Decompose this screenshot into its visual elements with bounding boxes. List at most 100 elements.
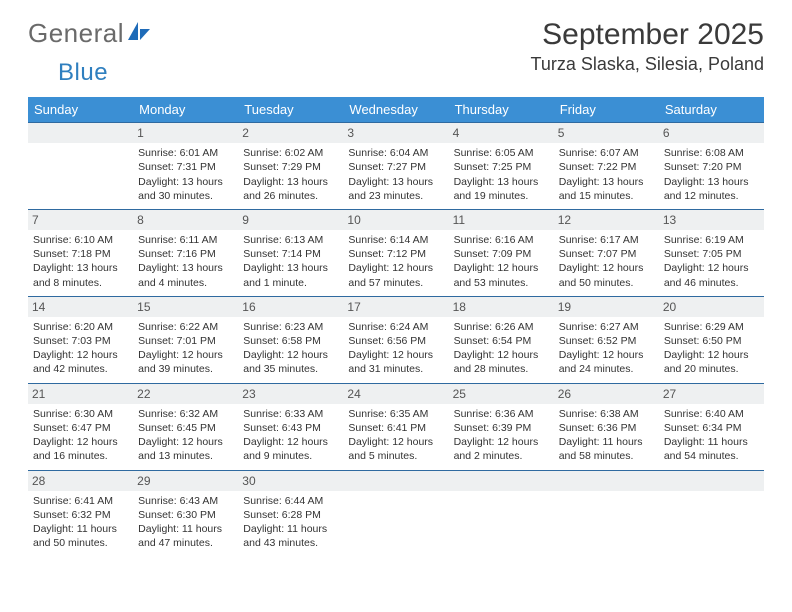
sunrise-text: Sunrise: 6:40 AM	[664, 407, 759, 421]
day-cell: 9Sunrise: 6:13 AMSunset: 7:14 PMDaylight…	[238, 209, 343, 296]
day-cell: 29Sunrise: 6:43 AMSunset: 6:30 PMDayligh…	[133, 470, 238, 557]
day-number: 27	[659, 383, 764, 404]
sunrise-text: Sunrise: 6:17 AM	[559, 233, 654, 247]
daylight-text: Daylight: 13 hours and 23 minutes.	[348, 175, 443, 203]
logo: General	[28, 18, 152, 49]
sunset-text: Sunset: 7:31 PM	[138, 160, 233, 174]
day-number: 22	[133, 383, 238, 404]
sunrise-text: Sunrise: 6:24 AM	[348, 320, 443, 334]
sunset-text: Sunset: 7:14 PM	[243, 247, 338, 261]
daylight-text: Daylight: 12 hours and 35 minutes.	[243, 348, 338, 376]
day-number: 18	[449, 296, 554, 317]
day-number: 8	[133, 209, 238, 230]
day-cell: 8 Sunrise: 6:11 AMSunset: 7:16 PMDaylight…	[133, 209, 238, 296]
day-number: 6	[659, 122, 764, 143]
day-cell: 4Sunrise: 6:05 AMSunset: 7:25 PMDaylight…	[449, 122, 554, 209]
day-number: 14	[28, 296, 133, 317]
daylight-text: Daylight: 12 hours and 24 minutes.	[559, 348, 654, 376]
sunrise-text: Sunrise: 6:02 AM	[243, 146, 338, 160]
day-number: 2	[238, 122, 343, 143]
day-number: 25	[449, 383, 554, 404]
day-number: 15	[133, 296, 238, 317]
day-number	[554, 470, 659, 491]
sunrise-text: Sunrise: 6:11 AM	[138, 233, 233, 247]
daylight-text: Daylight: 11 hours and 50 minutes.	[33, 522, 128, 550]
day-number	[343, 470, 448, 491]
day-cell: 7Sunrise: 6:10 AMSunset: 7:18 PMDaylight…	[28, 209, 133, 296]
day-cell	[343, 470, 448, 557]
calendar-page: General September 2025 Turza Slaska, Sil…	[0, 0, 792, 574]
sunrise-text: Sunrise: 6:19 AM	[664, 233, 759, 247]
day-cell: 3Sunrise: 6:04 AMSunset: 7:27 PMDaylight…	[343, 122, 448, 209]
daylight-text: Daylight: 13 hours and 30 minutes.	[138, 175, 233, 203]
day-cell: 13Sunrise: 6:19 AMSunset: 7:05 PMDayligh…	[659, 209, 764, 296]
daylight-text: Daylight: 12 hours and 57 minutes.	[348, 261, 443, 289]
month-title: September 2025	[531, 18, 764, 52]
daylight-text: Daylight: 13 hours and 8 minutes.	[33, 261, 128, 289]
day-number: 3	[343, 122, 448, 143]
title-block: September 2025 Turza Slaska, Silesia, Po…	[531, 18, 764, 75]
day-cell: 17Sunrise: 6:24 AMSunset: 6:56 PMDayligh…	[343, 296, 448, 383]
sunrise-text: Sunrise: 6:05 AM	[454, 146, 549, 160]
daylight-text: Daylight: 13 hours and 15 minutes.	[559, 175, 654, 203]
days-of-week-row: Sunday Monday Tuesday Wednesday Thursday…	[28, 97, 764, 122]
day-cell: 2 Sunrise: 6:02 AMSunset: 7:29 PMDaylight…	[238, 122, 343, 209]
day-cell: 30Sunrise: 6:44 AMSunset: 6:28 PMDayligh…	[238, 470, 343, 557]
week-row: 28Sunrise: 6:41 AMSunset: 6:32 PMDayligh…	[28, 470, 764, 557]
day-number: 9	[238, 209, 343, 230]
daylight-text: Daylight: 12 hours and 42 minutes.	[33, 348, 128, 376]
day-cell: 10Sunrise: 6:14 AMSunset: 7:12 PMDayligh…	[343, 209, 448, 296]
day-cell: 22Sunrise: 6:32 AMSunset: 6:45 PMDayligh…	[133, 383, 238, 470]
sunset-text: Sunset: 7:29 PM	[243, 160, 338, 174]
day-cell: 6Sunrise: 6:08 AMSunset: 7:20 PMDaylight…	[659, 122, 764, 209]
sunset-text: Sunset: 6:47 PM	[33, 421, 128, 435]
day-number	[28, 122, 133, 143]
day-cell: 23Sunrise: 6:33 AMSunset: 6:43 PMDayligh…	[238, 383, 343, 470]
daylight-text: Daylight: 12 hours and 53 minutes.	[454, 261, 549, 289]
sunrise-text: Sunrise: 6:38 AM	[559, 407, 654, 421]
day-number: 17	[343, 296, 448, 317]
sunrise-text: Sunrise: 6:33 AM	[243, 407, 338, 421]
sunrise-text: Sunrise: 6:36 AM	[454, 407, 549, 421]
day-cell: 12Sunrise: 6:17 AMSunset: 7:07 PMDayligh…	[554, 209, 659, 296]
sunset-text: Sunset: 6:41 PM	[348, 421, 443, 435]
day-cell: 20Sunrise: 6:29 AMSunset: 6:50 PMDayligh…	[659, 296, 764, 383]
day-cell: 18Sunrise: 6:26 AMSunset: 6:54 PMDayligh…	[449, 296, 554, 383]
sunset-text: Sunset: 6:50 PM	[664, 334, 759, 348]
sunset-text: Sunset: 7:16 PM	[138, 247, 233, 261]
sunset-text: Sunset: 7:05 PM	[664, 247, 759, 261]
daylight-text: Daylight: 13 hours and 26 minutes.	[243, 175, 338, 203]
sunrise-text: Sunrise: 6:22 AM	[138, 320, 233, 334]
daylight-text: Daylight: 12 hours and 20 minutes.	[664, 348, 759, 376]
sunset-text: Sunset: 6:43 PM	[243, 421, 338, 435]
daylight-text: Daylight: 13 hours and 4 minutes.	[138, 261, 233, 289]
sunrise-text: Sunrise: 6:08 AM	[664, 146, 759, 160]
sunset-text: Sunset: 7:03 PM	[33, 334, 128, 348]
day-number: 19	[554, 296, 659, 317]
day-cell	[659, 470, 764, 557]
sunset-text: Sunset: 7:20 PM	[664, 160, 759, 174]
sunset-text: Sunset: 6:45 PM	[138, 421, 233, 435]
location: Turza Slaska, Silesia, Poland	[531, 54, 764, 75]
day-number: 24	[343, 383, 448, 404]
daylight-text: Daylight: 12 hours and 13 minutes.	[138, 435, 233, 463]
sunrise-text: Sunrise: 6:26 AM	[454, 320, 549, 334]
day-number: 23	[238, 383, 343, 404]
daylight-text: Daylight: 11 hours and 54 minutes.	[664, 435, 759, 463]
week-row: 1Sunrise: 6:01 AMSunset: 7:31 PMDaylight…	[28, 122, 764, 209]
day-cell: 27Sunrise: 6:40 AMSunset: 6:34 PMDayligh…	[659, 383, 764, 470]
sunset-text: Sunset: 6:32 PM	[33, 508, 128, 522]
sunrise-text: Sunrise: 6:29 AM	[664, 320, 759, 334]
daylight-text: Daylight: 12 hours and 2 minutes.	[454, 435, 549, 463]
sunset-text: Sunset: 6:52 PM	[559, 334, 654, 348]
sunrise-text: Sunrise: 6:16 AM	[454, 233, 549, 247]
logo-text-1: General	[28, 18, 124, 49]
daylight-text: Daylight: 11 hours and 43 minutes.	[243, 522, 338, 550]
sunset-text: Sunset: 6:56 PM	[348, 334, 443, 348]
week-row: 14Sunrise: 6:20 AMSunset: 7:03 PMDayligh…	[28, 296, 764, 383]
dow-wednesday: Wednesday	[343, 97, 448, 122]
day-cell: 11Sunrise: 6:16 AMSunset: 7:09 PMDayligh…	[449, 209, 554, 296]
day-cell: 1Sunrise: 6:01 AMSunset: 7:31 PMDaylight…	[133, 122, 238, 209]
sunset-text: Sunset: 7:18 PM	[33, 247, 128, 261]
day-number	[449, 470, 554, 491]
